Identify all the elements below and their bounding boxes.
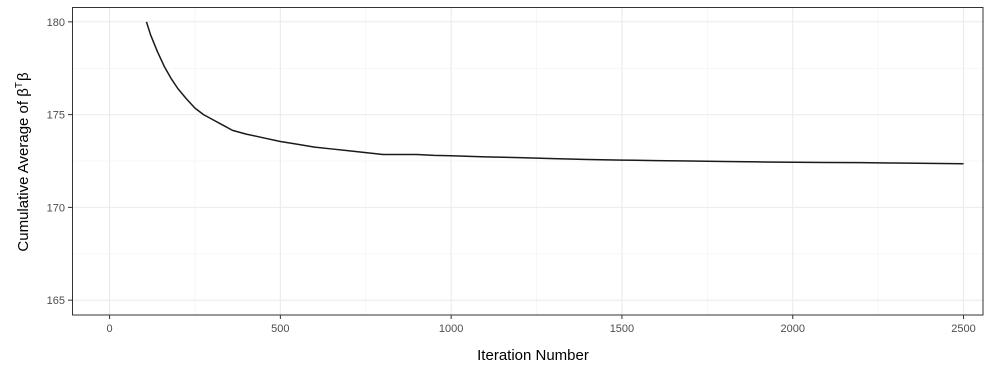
y-axis-title: Cumulative Average of βTβ <box>14 72 32 252</box>
y-axis-title-beta: β <box>15 88 32 97</box>
x-tick-label: 2000 <box>780 323 804 335</box>
panel-border <box>72 7 984 316</box>
x-tick-label: 1500 <box>610 323 634 335</box>
y-tick-label: 180 <box>47 17 65 29</box>
y-axis-title-beta-2: β <box>15 72 32 81</box>
y-tick-label: 175 <box>47 110 65 122</box>
y-axis-title-prefix: Cumulative Average of <box>15 97 32 252</box>
y-axis: 165 170 175 180 <box>47 17 72 307</box>
x-axis-title: Iteration Number <box>477 347 589 364</box>
x-tick-label: 0 <box>107 323 113 335</box>
y-tick-label: 165 <box>47 295 65 307</box>
series-line <box>145 21 964 165</box>
x-tick-label: 2500 <box>951 323 975 335</box>
y-tick-label: 170 <box>47 202 65 214</box>
data-series <box>145 21 964 165</box>
x-axis: 0 500 1000 1500 2000 2500 <box>107 315 976 335</box>
x-tick-label: 500 <box>271 323 289 335</box>
grid-lines <box>72 7 984 315</box>
x-tick-label: 1000 <box>439 323 463 335</box>
y-axis-title-superscript: T <box>14 82 25 88</box>
